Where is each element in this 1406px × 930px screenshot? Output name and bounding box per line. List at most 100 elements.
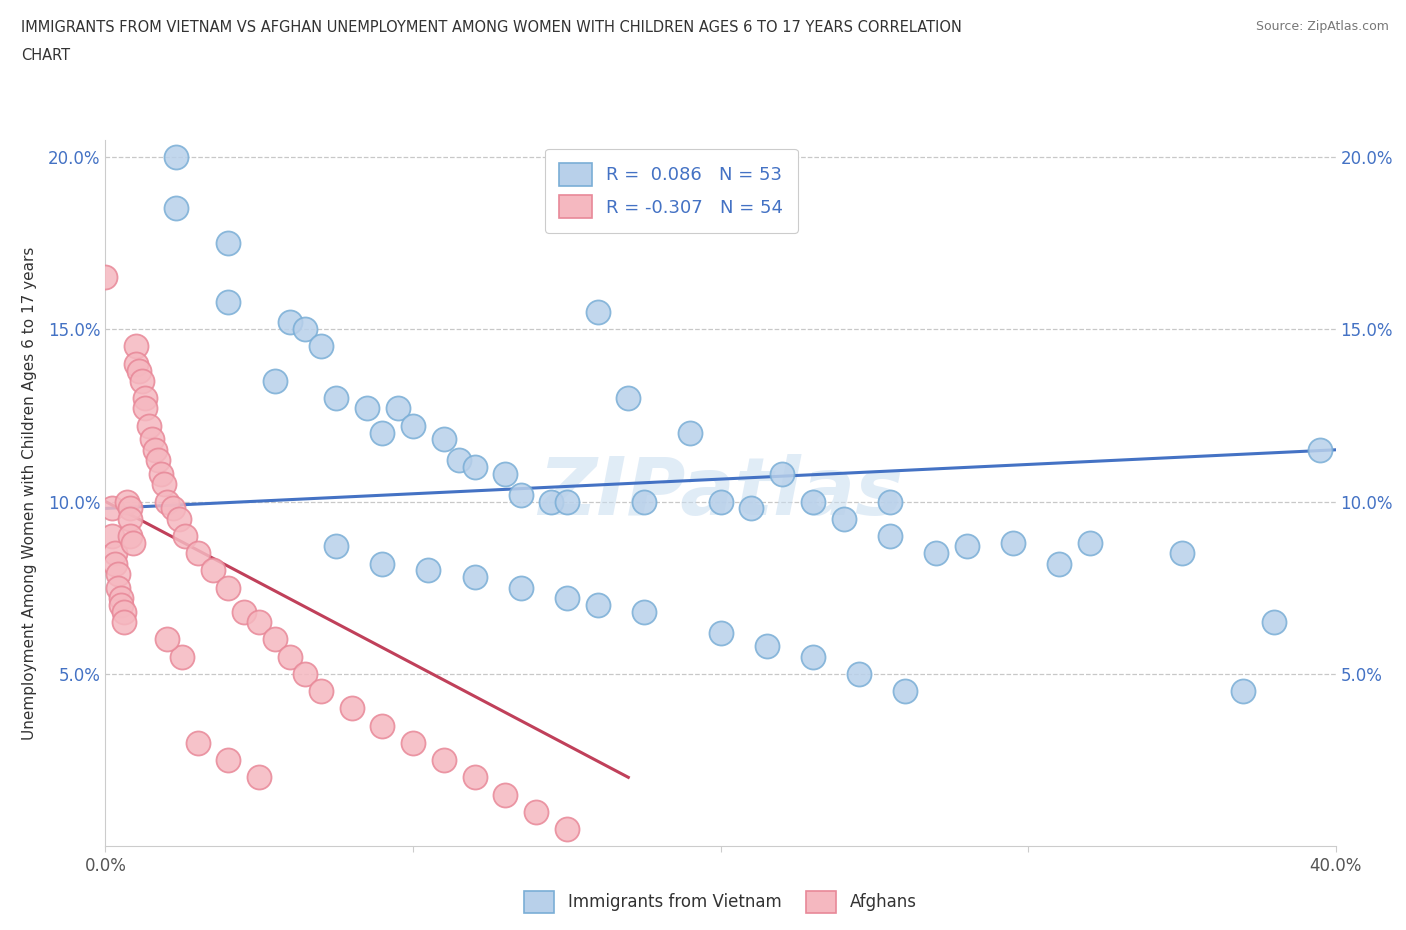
Text: CHART: CHART — [21, 48, 70, 63]
Point — [149, 467, 172, 482]
Point — [94, 270, 117, 285]
Point — [138, 418, 160, 433]
Point — [1263, 615, 1285, 630]
Point — [115, 494, 138, 509]
Point — [679, 425, 702, 440]
Point — [848, 667, 870, 682]
Point — [402, 418, 425, 433]
Point — [956, 538, 979, 553]
Point — [100, 501, 122, 516]
Point — [110, 597, 132, 612]
Point — [143, 443, 166, 458]
Point — [325, 538, 347, 553]
Point — [433, 432, 456, 447]
Point — [263, 632, 285, 647]
Point — [371, 718, 394, 733]
Point — [125, 356, 148, 371]
Point — [156, 494, 179, 509]
Point — [509, 487, 531, 502]
Point — [925, 546, 948, 561]
Point — [187, 546, 209, 561]
Point — [633, 494, 655, 509]
Point — [156, 632, 179, 647]
Point — [104, 546, 127, 561]
Point — [617, 391, 640, 405]
Point — [120, 512, 141, 526]
Point — [165, 201, 187, 216]
Point — [449, 453, 471, 468]
Point — [218, 580, 240, 595]
Point — [402, 736, 425, 751]
Point — [247, 615, 270, 630]
Point — [755, 639, 778, 654]
Point — [278, 314, 301, 329]
Point — [1309, 443, 1331, 458]
Point — [165, 150, 187, 165]
Point — [464, 459, 486, 474]
Point — [174, 528, 197, 543]
Point — [325, 391, 347, 405]
Point — [433, 752, 456, 767]
Point — [464, 770, 486, 785]
Point — [340, 701, 363, 716]
Point — [356, 401, 378, 416]
Point — [555, 494, 578, 509]
Point — [710, 494, 733, 509]
Point — [153, 477, 176, 492]
Point — [540, 494, 562, 509]
Point — [131, 374, 153, 389]
Point — [371, 425, 394, 440]
Point — [494, 467, 516, 482]
Point — [141, 432, 163, 447]
Point — [202, 563, 225, 578]
Point — [371, 556, 394, 571]
Point — [263, 374, 285, 389]
Point — [524, 804, 547, 819]
Point — [187, 736, 209, 751]
Point — [586, 304, 609, 319]
Point — [879, 494, 901, 509]
Point — [110, 591, 132, 605]
Point — [509, 580, 531, 595]
Point — [218, 294, 240, 309]
Point — [278, 649, 301, 664]
Point — [294, 667, 316, 682]
Point — [710, 625, 733, 640]
Point — [1171, 546, 1194, 561]
Point — [309, 684, 332, 698]
Point — [832, 512, 855, 526]
Point — [387, 401, 409, 416]
Point — [770, 467, 793, 482]
Point — [232, 604, 254, 619]
Point — [894, 684, 917, 698]
Point — [112, 615, 135, 630]
Point — [309, 339, 332, 353]
Point — [247, 770, 270, 785]
Point — [218, 235, 240, 250]
Point — [120, 528, 141, 543]
Point — [128, 363, 150, 378]
Point — [418, 563, 440, 578]
Point — [555, 821, 578, 836]
Point — [122, 536, 145, 551]
Point — [1078, 536, 1101, 551]
Legend: Immigrants from Vietnam, Afghans: Immigrants from Vietnam, Afghans — [517, 884, 924, 919]
Point — [104, 556, 127, 571]
Point — [294, 322, 316, 337]
Point — [1047, 556, 1070, 571]
Text: Source: ZipAtlas.com: Source: ZipAtlas.com — [1256, 20, 1389, 33]
Point — [464, 570, 486, 585]
Point — [801, 494, 824, 509]
Point — [172, 649, 194, 664]
Point — [879, 528, 901, 543]
Point — [107, 580, 129, 595]
Point — [120, 501, 141, 516]
Point — [494, 787, 516, 802]
Point — [100, 528, 122, 543]
Point — [633, 604, 655, 619]
Point — [555, 591, 578, 605]
Point — [740, 501, 762, 516]
Point — [1232, 684, 1254, 698]
Point — [107, 566, 129, 581]
Point — [169, 512, 191, 526]
